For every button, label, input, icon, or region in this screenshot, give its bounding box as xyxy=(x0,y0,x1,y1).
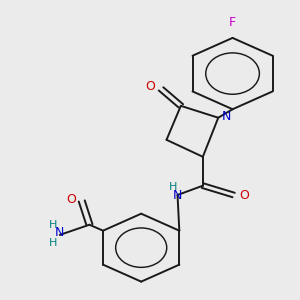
Text: H: H xyxy=(49,220,57,230)
Text: O: O xyxy=(66,193,76,206)
Text: H: H xyxy=(49,238,57,248)
Text: O: O xyxy=(145,80,155,93)
Text: N: N xyxy=(173,188,182,202)
Text: N: N xyxy=(221,110,231,122)
Text: O: O xyxy=(240,188,250,202)
Text: H: H xyxy=(169,182,177,191)
Text: N: N xyxy=(55,226,64,239)
Text: F: F xyxy=(229,16,236,29)
